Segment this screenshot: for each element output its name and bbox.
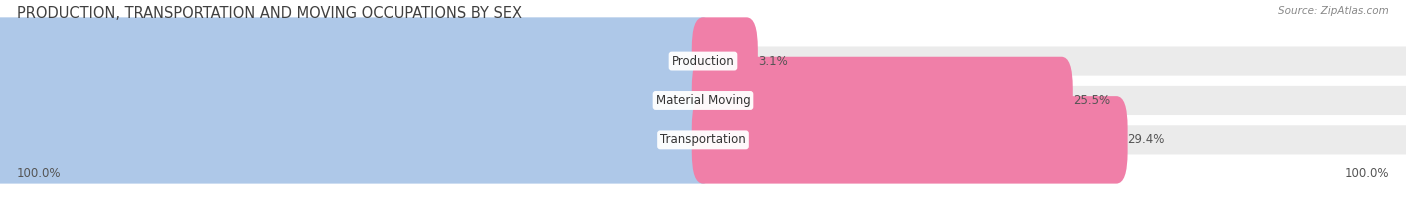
Text: Source: ZipAtlas.com: Source: ZipAtlas.com [1278, 6, 1389, 16]
Text: 29.4%: 29.4% [1128, 133, 1166, 146]
FancyBboxPatch shape [0, 57, 714, 144]
FancyBboxPatch shape [692, 96, 1128, 184]
FancyBboxPatch shape [0, 86, 1406, 115]
Text: PRODUCTION, TRANSPORTATION AND MOVING OCCUPATIONS BY SEX: PRODUCTION, TRANSPORTATION AND MOVING OC… [17, 6, 522, 21]
Text: 3.1%: 3.1% [758, 55, 787, 68]
Text: 100.0%: 100.0% [1344, 167, 1389, 180]
FancyBboxPatch shape [0, 96, 714, 184]
FancyBboxPatch shape [0, 125, 1406, 154]
Text: Transportation: Transportation [661, 133, 745, 146]
Text: 25.5%: 25.5% [1073, 94, 1109, 107]
FancyBboxPatch shape [692, 17, 758, 105]
Text: 100.0%: 100.0% [17, 167, 62, 180]
FancyBboxPatch shape [0, 46, 1406, 76]
FancyBboxPatch shape [0, 17, 714, 105]
Text: Material Moving: Material Moving [655, 94, 751, 107]
Text: Production: Production [672, 55, 734, 68]
FancyBboxPatch shape [692, 57, 1073, 144]
